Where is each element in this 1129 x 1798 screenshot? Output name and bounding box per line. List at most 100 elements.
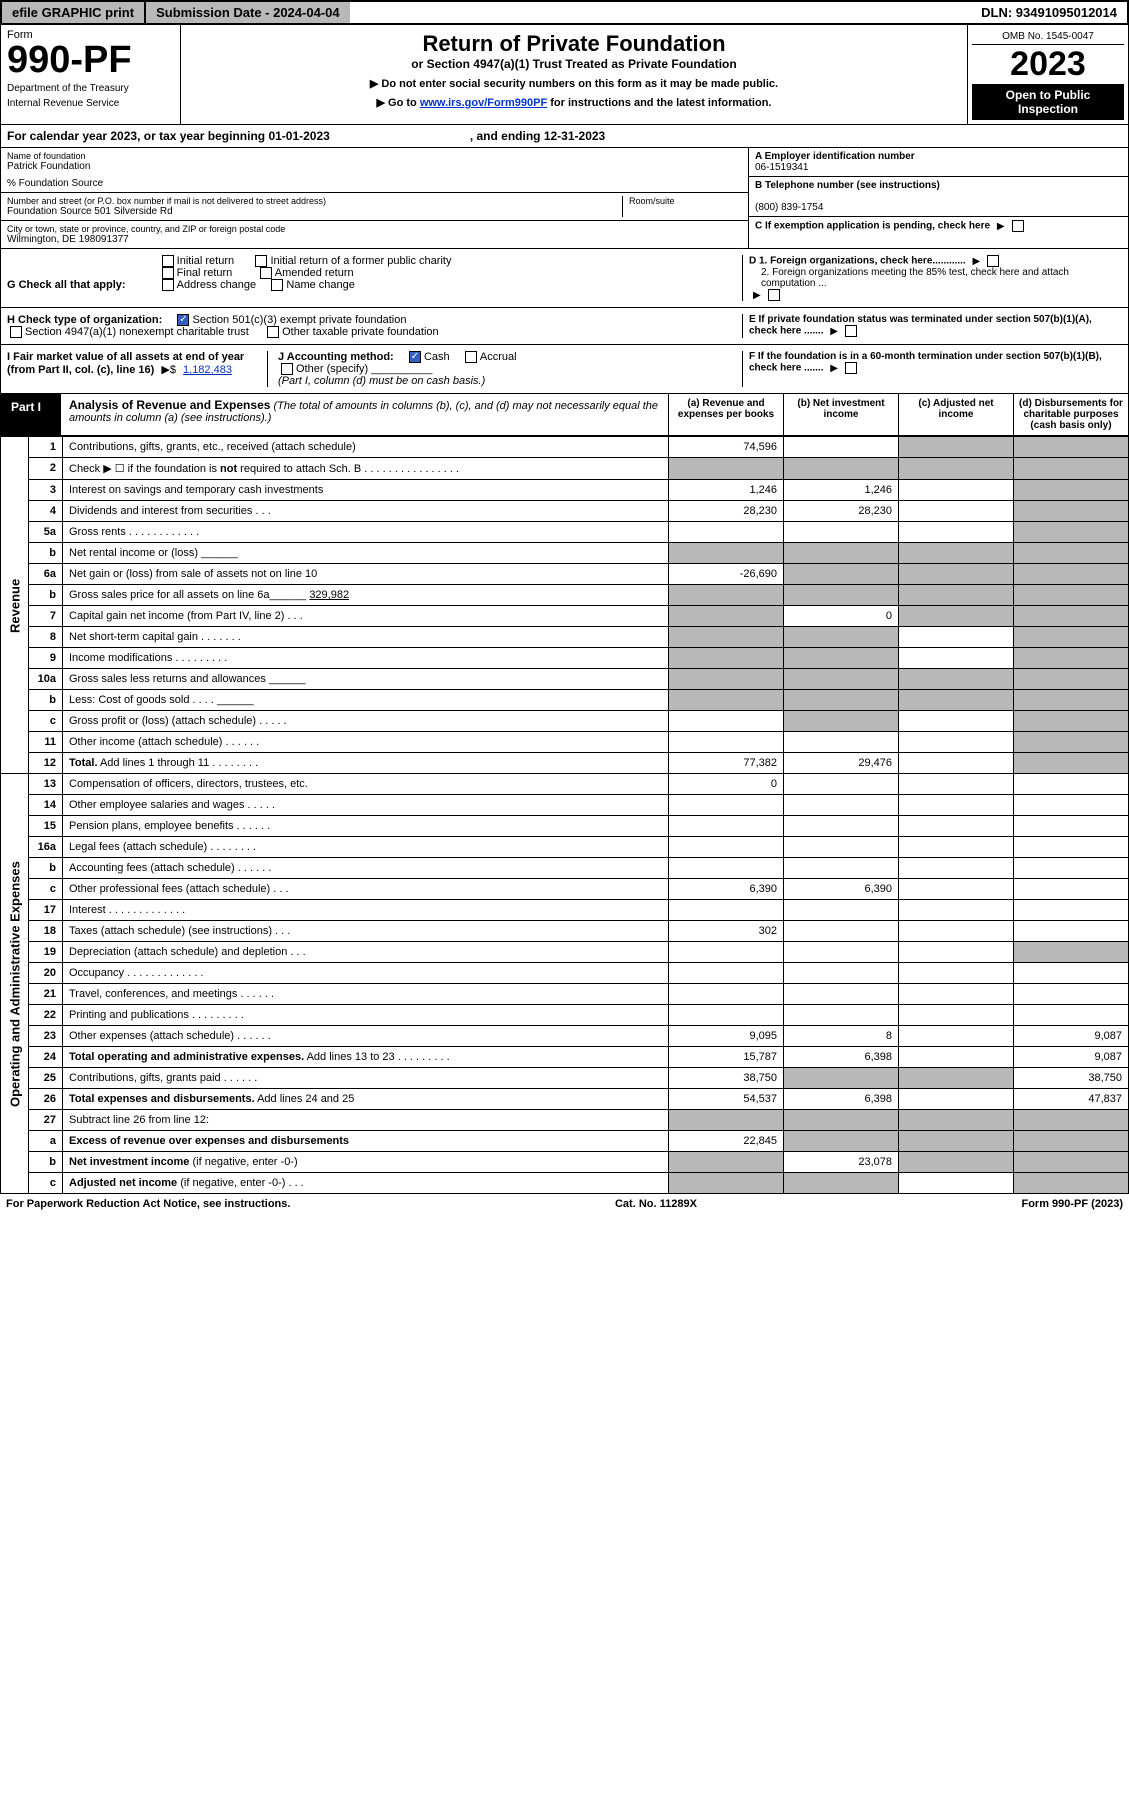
part1-desc: Analysis of Revenue and Expenses (The to… — [61, 394, 668, 435]
table-row: b Accounting fees (attach schedule) . . … — [1, 858, 1129, 879]
row-col-a — [669, 984, 784, 1005]
g-amended-checkbox[interactable] — [260, 267, 272, 279]
row-col-b — [784, 921, 899, 942]
row-col-a — [669, 900, 784, 921]
omb-number: OMB No. 1545-0047 — [972, 29, 1124, 45]
row-num: 9 — [29, 648, 63, 669]
row-num: 16a — [29, 837, 63, 858]
row-num: 10a — [29, 669, 63, 690]
d2-checkbox[interactable] — [768, 289, 780, 301]
row-col-b — [784, 1068, 899, 1089]
g-name-checkbox[interactable] — [271, 279, 283, 291]
addr-row: Number and street (or P.O. box number if… — [1, 193, 748, 221]
row-col-b — [784, 837, 899, 858]
row-num: b — [29, 585, 63, 606]
row-col-c — [899, 879, 1014, 900]
row-col-d — [1014, 690, 1129, 711]
row-col-c — [899, 900, 1014, 921]
f-checkbox[interactable] — [845, 362, 857, 374]
h-label: H Check type of organization: — [7, 314, 162, 326]
table-row: Operating and Administrative Expenses 13… — [1, 774, 1129, 795]
table-row: 14 Other employee salaries and wages . .… — [1, 795, 1129, 816]
row-col-a — [669, 732, 784, 753]
e-checkbox[interactable] — [845, 325, 857, 337]
footer: For Paperwork Reduction Act Notice, see … — [0, 1194, 1129, 1214]
row-col-b — [784, 585, 899, 606]
j-note: (Part I, column (d) must be on cash basi… — [278, 375, 485, 387]
row-col-c — [899, 1131, 1014, 1152]
efile-button[interactable]: efile GRAPHIC print — [2, 2, 146, 23]
phone-label: B Telephone number (see instructions) — [755, 180, 940, 191]
calendar-year-row: For calendar year 2023, or tax year begi… — [0, 125, 1129, 148]
row-col-c — [899, 543, 1014, 564]
info-block: Name of foundation Patrick Foundation % … — [0, 148, 1129, 249]
row-desc: Other income (attach schedule) . . . . .… — [63, 732, 669, 753]
row-col-b — [784, 942, 899, 963]
row-num: 12 — [29, 753, 63, 774]
form-subtitle2a: ▶ Do not enter social security numbers o… — [191, 77, 957, 90]
ein: 06-1519341 — [755, 162, 808, 173]
c-checkbox[interactable] — [1012, 220, 1024, 232]
j-other-checkbox[interactable] — [281, 363, 293, 375]
row-col-d: 47,837 — [1014, 1089, 1129, 1110]
row-col-d: 9,087 — [1014, 1047, 1129, 1068]
form990pf-link[interactable]: www.irs.gov/Form990PF — [420, 97, 547, 109]
ein-label: A Employer identification number — [755, 151, 915, 162]
row-desc: Other professional fees (attach schedule… — [63, 879, 669, 900]
row-num: 27 — [29, 1110, 63, 1131]
room-label: Room/suite — [629, 196, 742, 206]
g-initial-checkbox[interactable] — [162, 255, 174, 267]
h-other-checkbox[interactable] — [267, 326, 279, 338]
j-accrual-checkbox[interactable] — [465, 351, 477, 363]
row-col-c — [899, 564, 1014, 585]
row-col-a — [669, 963, 784, 984]
h-4947-checkbox[interactable] — [10, 326, 22, 338]
row-num: 22 — [29, 1005, 63, 1026]
row-col-c — [899, 1005, 1014, 1026]
row-col-a: 9,095 — [669, 1026, 784, 1047]
h-opt2: Section 4947(a)(1) nonexempt charitable … — [25, 326, 249, 338]
row-num: 23 — [29, 1026, 63, 1047]
g-final-checkbox[interactable] — [162, 267, 174, 279]
row-col-a: 77,382 — [669, 753, 784, 774]
col-a-head: (a) Revenue and expenses per books — [668, 394, 783, 435]
table-row: 7 Capital gain net income (from Part IV,… — [1, 606, 1129, 627]
j-cash-checkbox[interactable] — [409, 351, 421, 363]
row-desc: Adjusted net income (if negative, enter … — [63, 1173, 669, 1194]
table-row: c Other professional fees (attach schedu… — [1, 879, 1129, 900]
i-value[interactable]: 1,182,483 — [183, 364, 232, 376]
table-row: 18 Taxes (attach schedule) (see instruct… — [1, 921, 1129, 942]
row-col-b: 28,230 — [784, 501, 899, 522]
row-desc: Contributions, gifts, grants, etc., rece… — [63, 437, 669, 458]
row-col-d — [1014, 879, 1129, 900]
g-address-checkbox[interactable] — [162, 279, 174, 291]
row-col-a: 6,390 — [669, 879, 784, 900]
form-title: Return of Private Foundation — [191, 31, 957, 57]
g-initial-former-checkbox[interactable] — [255, 255, 267, 267]
row-col-b — [784, 522, 899, 543]
row-desc: Legal fees (attach schedule) . . . . . .… — [63, 837, 669, 858]
part1-table: Revenue 1 Contributions, gifts, grants, … — [0, 436, 1129, 1194]
f-block: F If the foundation is in a 60-month ter… — [742, 351, 1122, 387]
phone-row: B Telephone number (see instructions) (8… — [749, 177, 1128, 217]
h-501c3-checkbox[interactable] — [177, 314, 189, 326]
row-num: b — [29, 543, 63, 564]
row-col-a: -26,690 — [669, 564, 784, 585]
table-row: 6a Net gain or (loss) from sale of asset… — [1, 564, 1129, 585]
row-col-d — [1014, 1131, 1129, 1152]
topbar: efile GRAPHIC print Submission Date - 20… — [0, 0, 1129, 25]
table-row: a Excess of revenue over expenses and di… — [1, 1131, 1129, 1152]
d2-label: 2. Foreign organizations meeting the 85%… — [761, 267, 1122, 289]
table-row: 19 Depreciation (attach schedule) and de… — [1, 942, 1129, 963]
c-label: C If exemption application is pending, c… — [755, 221, 990, 232]
d1-checkbox[interactable] — [987, 255, 999, 267]
row-col-a: 38,750 — [669, 1068, 784, 1089]
row-col-d — [1014, 774, 1129, 795]
row-num: 2 — [29, 458, 63, 480]
addr-label: Number and street (or P.O. box number if… — [7, 196, 622, 206]
table-row: 8 Net short-term capital gain . . . . . … — [1, 627, 1129, 648]
j-other: Other (specify) — [296, 363, 368, 375]
row-num: 26 — [29, 1089, 63, 1110]
co-name: % Foundation Source — [7, 178, 742, 189]
row-col-a — [669, 816, 784, 837]
